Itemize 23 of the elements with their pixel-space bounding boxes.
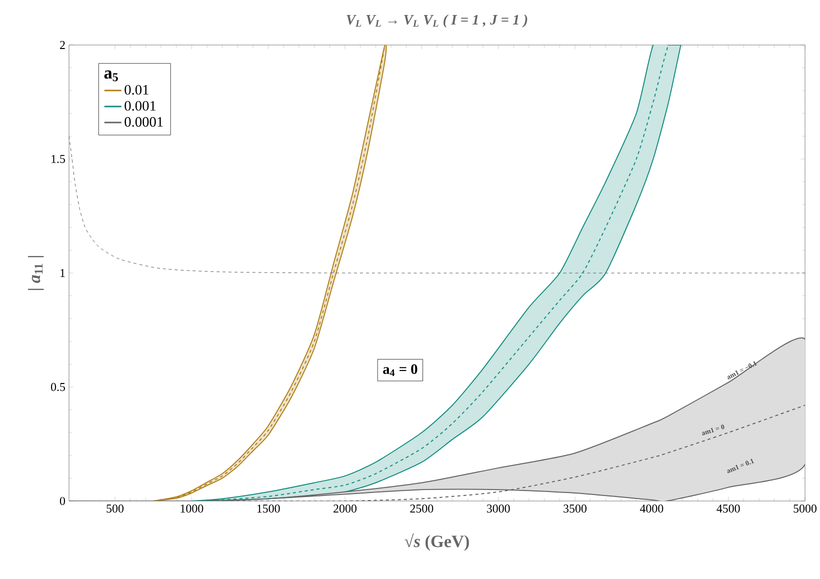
annotation: a$_{4}$ = 0 — [383, 364, 418, 376]
y-axis-title: | a$_{11}$ | — [28, 256, 44, 290]
x-tick-label: 500 — [106, 504, 124, 513]
y-tick-label: 0 — [60, 496, 66, 506]
x-tick-label: 3500 — [564, 504, 586, 513]
legend-label: 0.01 — [124, 84, 148, 95]
x-tick-label: 2000 — [334, 504, 356, 513]
y-tick-label: 1 — [60, 269, 65, 277]
x-tick-label: 4500 — [716, 504, 740, 513]
legend-label: 0.001 — [124, 100, 156, 111]
y-tick-label: 2 — [60, 41, 65, 49]
x-tick-label: 1000 — [180, 504, 204, 513]
chart-title: V$_{L}$ V$_{L}$ → V$_{L}$ V$_{L}$ ( I = 1 , J = 1 ) — [346, 14, 528, 28]
legend-label: 0.0001 — [124, 117, 163, 127]
x-tick-label: 5000 — [794, 504, 816, 513]
x-tick-label: 2500 — [410, 504, 434, 513]
legend-title: a$_{5}$ — [104, 70, 118, 82]
y-tick-label: 1.5 — [52, 154, 66, 164]
x-tick-label: 4000 — [640, 504, 664, 513]
x-tick-label: 3000 — [486, 504, 510, 513]
x-axis-title: √s (GeV) — [404, 533, 469, 551]
x-tick-label: 1500 — [257, 504, 280, 513]
y-tick-label: 0.5 — [50, 382, 66, 392]
